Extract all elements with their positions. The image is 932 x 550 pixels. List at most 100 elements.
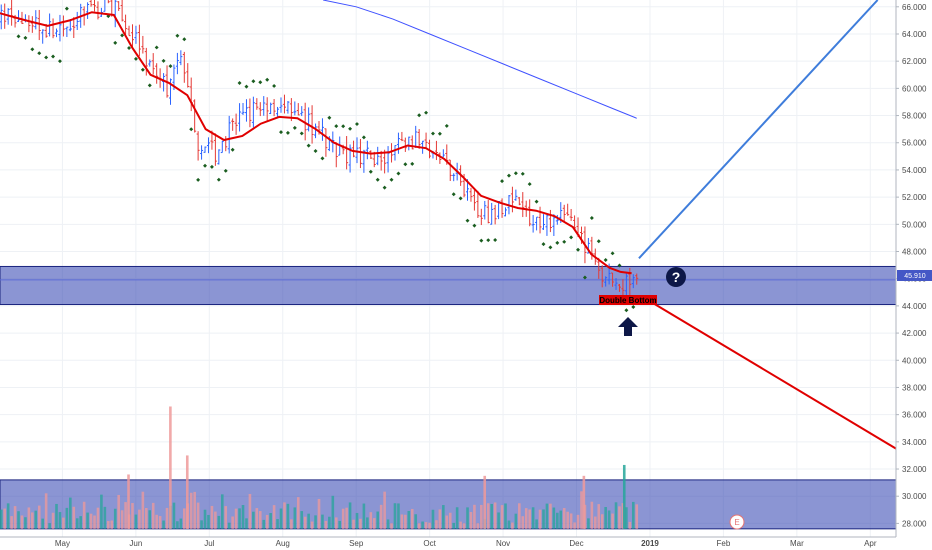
sar-dot	[168, 64, 173, 69]
volume-bar	[559, 510, 563, 529]
volume-bar	[134, 514, 138, 529]
ohlc-bar	[452, 173, 456, 182]
volume-bar	[158, 516, 162, 529]
volume-bar	[480, 504, 483, 529]
last-price-value: 45.910	[904, 273, 926, 280]
ohlc-bar	[352, 140, 356, 158]
ohlc-bar	[573, 215, 577, 229]
sar-dots	[16, 6, 636, 313]
ohlc-bar	[604, 276, 608, 287]
volume-bar	[386, 519, 390, 529]
sar-dot	[237, 81, 242, 85]
volume-spike-bar	[483, 475, 487, 529]
ohlc-bar	[182, 51, 186, 83]
y-tick-label: 60.000	[902, 84, 927, 93]
volume-bar	[272, 505, 276, 529]
sar-dot	[396, 171, 401, 176]
volume-bar	[604, 507, 607, 529]
ohlc-bar	[424, 132, 428, 149]
volume-bar	[93, 515, 96, 529]
x-tick-label: Jun	[129, 539, 142, 548]
ohlc-bar	[624, 273, 628, 297]
volume-bar	[521, 516, 525, 529]
volume-spike-bar	[582, 475, 586, 529]
volume-bar	[200, 520, 203, 529]
ohlc-bar	[376, 146, 380, 166]
sar-dot	[161, 58, 166, 63]
ohlc-bar	[358, 138, 362, 169]
ohlc-bar	[417, 129, 421, 149]
volume-bar	[504, 503, 507, 529]
sar-dot	[424, 110, 429, 115]
ohlc-bar	[483, 200, 487, 220]
ohlc-bar	[206, 137, 210, 154]
volume-bar	[27, 507, 31, 529]
volume-bar	[528, 509, 531, 529]
volume-bar	[462, 523, 466, 529]
ohlc-bar	[296, 103, 300, 116]
ohlc-bar	[597, 257, 601, 279]
volume-bar	[265, 514, 269, 529]
volume-bar	[376, 511, 380, 529]
sar-dot	[382, 185, 387, 190]
volume-bar	[621, 503, 625, 529]
volume-bar	[231, 516, 234, 529]
volume-bar	[524, 508, 528, 529]
volume-bar	[286, 503, 290, 529]
volume-bar	[448, 512, 452, 529]
ohlc-bar	[238, 103, 242, 132]
x-tick-label: Apr	[864, 539, 877, 548]
ohlc-bar	[175, 52, 179, 75]
volume-bar	[51, 512, 55, 529]
volume-bar	[79, 516, 82, 529]
volume-bar	[518, 503, 521, 529]
volume-bar	[600, 514, 604, 529]
volume-bar	[89, 513, 93, 529]
volume-bar	[148, 510, 152, 529]
volume-bar	[549, 503, 552, 529]
volume-bar	[486, 503, 490, 529]
volume-bar	[17, 511, 20, 529]
sar-dot	[133, 56, 138, 61]
volume-bar	[611, 513, 614, 529]
support-zone[interactable]	[0, 265, 897, 306]
volume-bar	[293, 507, 297, 529]
double-bottom-label-bg	[599, 295, 657, 305]
y-tick-label: 62.000	[902, 57, 927, 66]
y-tick-label: 50.000	[902, 220, 927, 229]
ohlc-bar	[497, 200, 501, 220]
volume-bar	[628, 521, 632, 529]
ohlc-bar	[535, 216, 539, 231]
volume-bar	[248, 493, 252, 529]
volume-bar	[103, 506, 107, 529]
volume-bar	[214, 511, 217, 529]
ohlc-bar	[65, 26, 69, 38]
ohlc-bar	[89, 0, 93, 7]
volume-bar	[445, 515, 449, 529]
ohlc-bar	[611, 272, 615, 287]
volume-bar	[321, 514, 324, 529]
ohlc-bar	[428, 139, 432, 159]
ohlc-bar	[386, 146, 390, 173]
volume-bar	[203, 509, 207, 529]
x-tick-label: Sep	[349, 539, 364, 548]
volume-bar	[442, 505, 445, 529]
ohlc-bar	[248, 98, 252, 128]
ohlc-bar	[241, 102, 245, 115]
earnings-marker[interactable]: E	[729, 514, 745, 530]
ohlc-bar	[355, 137, 359, 164]
volume-bar	[10, 516, 13, 529]
ohlc-bar	[258, 102, 262, 117]
earnings-marker-label: E	[734, 518, 739, 527]
volume-bar	[151, 502, 155, 529]
volume-bar	[500, 505, 504, 529]
volume-bar	[62, 517, 65, 529]
volume-bar	[37, 505, 41, 529]
sar-dot	[520, 171, 525, 176]
y-tick-label: 66.000	[902, 3, 927, 12]
projection-up-line	[638, 0, 879, 259]
last-price-tag: 45.910	[897, 270, 932, 281]
sar-dot	[327, 115, 332, 120]
